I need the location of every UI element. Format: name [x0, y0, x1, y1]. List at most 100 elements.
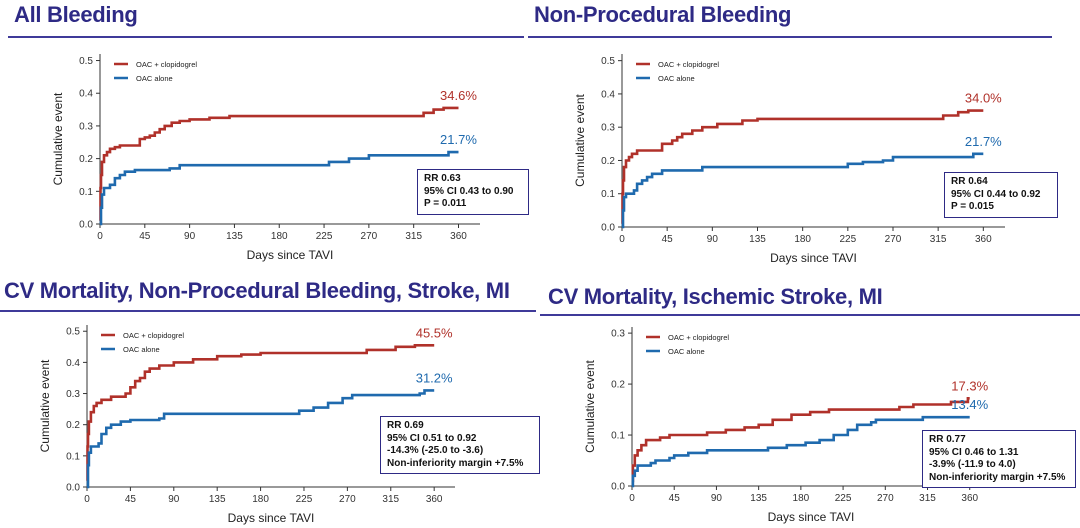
- y-tick-label: 0.5: [601, 56, 615, 67]
- y-tick-label: 0.3: [66, 389, 80, 400]
- y-tick-label: 0.3: [601, 123, 615, 134]
- stats-line: RR 0.63: [424, 173, 461, 184]
- stats-line: Non-inferiority margin +7.5%: [929, 471, 1066, 483]
- y-axis-label: Cumulative event: [38, 359, 52, 452]
- title-rule: [540, 314, 1080, 316]
- y-tick-label: 0.1: [601, 189, 615, 200]
- stats-line: P = 0.011: [424, 198, 467, 209]
- x-tick-label: 135: [750, 493, 767, 504]
- legend-label-combo: OAC + clopidogrel: [136, 60, 197, 69]
- x-tick-label: 315: [919, 493, 936, 504]
- x-tick-label: 360: [450, 231, 467, 242]
- title-rule: [0, 310, 536, 312]
- x-tick-label: 315: [930, 234, 947, 245]
- x-tick-label: 45: [125, 494, 137, 505]
- series-line-alone: [86, 389, 435, 489]
- chart-non-procedural-bleeding: 0.0 0.1 0.2 0.3 0.4 0.5 0 45 90 135 180 225 270 315 36…: [573, 54, 1005, 265]
- x-tick-label: 90: [168, 494, 180, 505]
- x-tick-label: 0: [97, 231, 103, 242]
- stats-line: -3.9% (-11.9 to 4.0): [929, 459, 1016, 470]
- legend-label-alone: OAC alone: [668, 347, 705, 356]
- stats-line: P = 0.015: [951, 201, 994, 212]
- x-tick-label: 0: [619, 234, 625, 245]
- y-tick-label: 0.5: [66, 327, 80, 338]
- series-line-combo: [631, 397, 970, 483]
- y-axis-label: Cumulative event: [573, 93, 587, 186]
- x-tick-label: 45: [139, 231, 151, 242]
- y-tick-label: 0.3: [79, 121, 93, 132]
- stats-line: 95% CI 0.44 to 0.92: [951, 188, 1041, 200]
- y-tick-label: 0.0: [79, 220, 93, 231]
- y-tick-label: 0.4: [66, 358, 80, 369]
- chart-cv-mortality-ischemic: 0.0 0.1 0.2 0.3 0 45 90 135 180 225 270 315 360 Days …: [583, 327, 990, 524]
- series-end-label-combo: 45.5%: [416, 325, 453, 340]
- stats-line: RR 0.64: [951, 176, 988, 187]
- x-tick-label: 315: [405, 231, 422, 242]
- stats-line: 95% CI 0.51 to 0.92: [387, 432, 477, 444]
- series-end-label-alone: 21.7%: [965, 134, 1002, 149]
- y-tick-label: 0.2: [601, 156, 615, 167]
- legend-label-alone: OAC alone: [123, 345, 160, 354]
- title-rule: [528, 36, 1052, 38]
- x-tick-label: 225: [835, 493, 852, 504]
- x-tick-label: 180: [794, 234, 811, 245]
- y-tick-label: 0.2: [66, 420, 80, 431]
- stats-box: RR 0.77 95% CI 0.46 to 1.31 -3.9% (-11.9…: [922, 430, 1076, 488]
- x-axis-label: Days since TAVI: [770, 251, 857, 265]
- y-tick-label: 0.5: [79, 56, 93, 67]
- x-tick-label: 225: [296, 494, 313, 505]
- panel-title-cv-mortality-bleeding: CV Mortality, Non-Procedural Bleeding, S…: [4, 278, 510, 303]
- panel-title-cv-mortality-ischemic: CV Mortality, Ischemic Stroke, MI: [548, 284, 883, 309]
- y-tick-label: 0.0: [601, 223, 615, 234]
- y-tick-label: 0.0: [66, 483, 80, 494]
- x-tick-label: 360: [961, 493, 978, 504]
- stats-box: RR 0.69 95% CI 0.51 to 0.92 -14.3% (-25.…: [380, 416, 540, 474]
- legend-label-alone: OAC alone: [658, 74, 695, 83]
- x-tick-label: 45: [662, 234, 674, 245]
- stats-line: 95% CI 0.46 to 1.31: [929, 446, 1019, 458]
- panel-title-all-bleeding: All Bleeding: [14, 2, 138, 27]
- legend-label-combo: OAC + clopidogrel: [123, 331, 184, 340]
- stats-line: -14.3% (-25.0 to -3.6): [387, 445, 484, 456]
- stats-line: RR 0.77: [929, 434, 966, 445]
- x-tick-label: 0: [84, 494, 90, 505]
- stats-line: Non-inferiority margin +7.5%: [387, 457, 524, 469]
- series-line-alone: [621, 152, 984, 229]
- y-tick-label: 0.0: [611, 482, 625, 493]
- stats-line: 95% CI 0.43 to 0.90: [424, 185, 514, 197]
- x-tick-label: 45: [669, 493, 681, 504]
- x-axis-label: Days since TAVI: [228, 511, 315, 525]
- series-end-label-combo: 17.3%: [951, 378, 988, 393]
- x-axis-label: Days since TAVI: [247, 248, 334, 262]
- y-tick-label: 0.2: [79, 154, 93, 165]
- series-end-label-alone: 31.2%: [416, 370, 453, 385]
- x-tick-label: 90: [184, 231, 196, 242]
- legend-label-combo: OAC + clopidogrel: [658, 60, 719, 69]
- x-tick-label: 90: [707, 234, 719, 245]
- stats-box: RR 0.63 95% CI 0.43 to 0.90 P = 0.011: [417, 169, 529, 215]
- title-rule: [8, 36, 524, 38]
- series-line-alone: [99, 150, 459, 226]
- y-tick-label: 0.4: [601, 89, 615, 100]
- series-line-combo: [99, 106, 459, 222]
- y-tick-label: 0.2: [611, 380, 625, 391]
- x-tick-label: 270: [877, 493, 894, 504]
- legend-label-alone: OAC alone: [136, 74, 173, 83]
- series-line-alone: [631, 415, 970, 488]
- series-end-label-alone: 13.4%: [951, 397, 988, 412]
- x-tick-label: 270: [361, 231, 378, 242]
- chart-cv-mortality-bleeding: 0.0 0.1 0.2 0.3 0.4 0.5 0 45 90 135 180 225 270 315 36…: [38, 325, 455, 525]
- series-end-label-combo: 34.0%: [965, 91, 1002, 106]
- y-tick-label: 0.1: [66, 451, 80, 462]
- y-axis-label: Cumulative event: [583, 359, 597, 452]
- y-axis-label: Cumulative event: [51, 92, 65, 185]
- y-tick-label: 0.1: [611, 431, 625, 442]
- x-tick-label: 0: [629, 493, 635, 504]
- legend-label-combo: OAC + clopidogrel: [668, 333, 729, 342]
- x-tick-label: 225: [839, 234, 856, 245]
- series-line-combo: [621, 109, 984, 225]
- stats-line: RR 0.69: [387, 420, 424, 431]
- stats-box: RR 0.64 95% CI 0.44 to 0.92 P = 0.015: [944, 172, 1058, 218]
- series-end-label-combo: 34.6%: [440, 88, 477, 103]
- x-tick-label: 135: [209, 494, 226, 505]
